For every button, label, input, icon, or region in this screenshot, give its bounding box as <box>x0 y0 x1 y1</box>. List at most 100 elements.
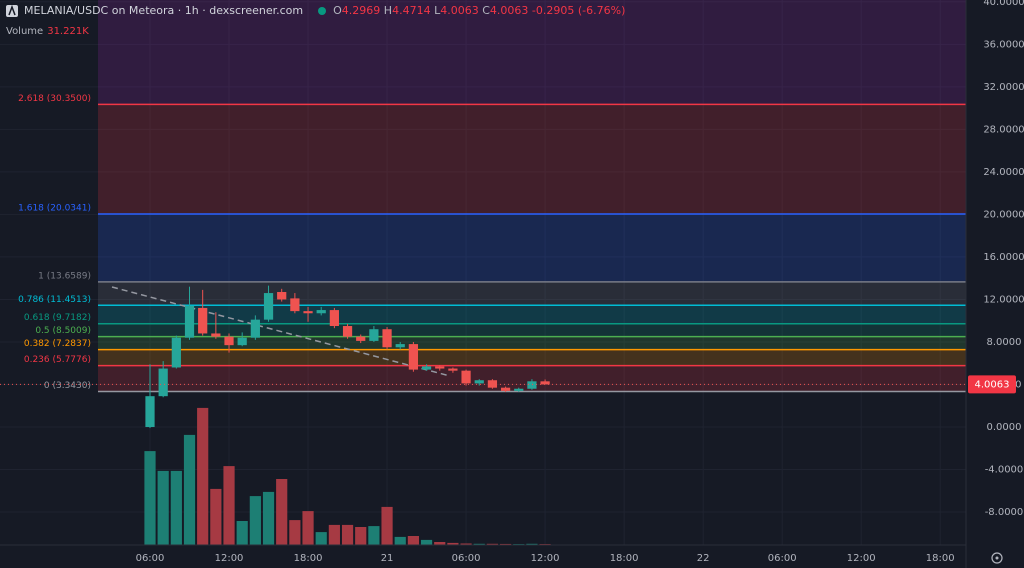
candle-body <box>237 337 247 346</box>
fib-label: 0 (3.3430) <box>44 381 91 391</box>
fib-band <box>98 323 966 337</box>
y-tick-label: 20.0000 <box>983 209 1024 220</box>
x-tick-label: 12:00 <box>847 553 876 564</box>
fib-band <box>98 104 966 215</box>
volume-last: 31.221K <box>47 26 89 37</box>
x-tick-label: 21 <box>381 553 394 564</box>
header: MELANIA/USDC on Meteora · 1h · dexscreen… <box>6 4 625 17</box>
volume-bar <box>249 496 261 545</box>
fib-label: 1 (13.6589) <box>38 271 91 281</box>
candle-body <box>211 333 221 337</box>
volume-bar <box>289 520 301 545</box>
price-axis-bg <box>966 0 1024 568</box>
volume-bar <box>473 543 485 545</box>
candle-body <box>448 368 458 371</box>
y-tick-label: -4.0000 <box>985 465 1024 476</box>
volume-bar <box>434 542 446 545</box>
volume-bar <box>262 491 275 545</box>
candle-body <box>435 366 445 369</box>
candle-body <box>250 319 260 338</box>
fib-band <box>98 336 966 350</box>
change: -0.2905 <box>531 4 575 17</box>
x-tick-label: 18:00 <box>926 553 955 564</box>
low-value: 4.0063 <box>440 4 479 17</box>
fib-label: 1.618 (20.0341) <box>18 204 91 214</box>
fib-band <box>98 281 966 306</box>
x-tick-label: 12:00 <box>215 553 244 564</box>
y-tick-label: 12.0000 <box>983 294 1024 305</box>
fib-band <box>98 349 966 366</box>
fib-band <box>98 0 966 105</box>
volume-bar <box>341 524 354 545</box>
volume-bar <box>328 524 340 545</box>
y-tick-label: 40.0000 <box>983 0 1024 8</box>
plot-bg <box>0 0 966 545</box>
volume-bar <box>499 543 512 545</box>
candle-body <box>277 292 287 300</box>
volume-bar <box>302 511 314 545</box>
volume-bar <box>223 466 235 545</box>
candle-body <box>527 381 537 389</box>
candle-body <box>382 329 392 348</box>
y-tick-label: -8.0000 <box>985 507 1024 518</box>
y-tick-label: 24.0000 <box>983 167 1024 178</box>
open-key: O <box>333 4 342 17</box>
x-tick-label: 18:00 <box>294 553 323 564</box>
volume-bar <box>381 506 393 545</box>
y-tick-label: 16.0000 <box>983 252 1024 263</box>
settings-icon[interactable] <box>991 552 1003 564</box>
candle-body <box>461 370 471 384</box>
x-tick-label: 06:00 <box>136 553 165 564</box>
volume-bar <box>170 470 182 545</box>
volume-bar <box>355 527 367 545</box>
last-price-box <box>968 375 1016 394</box>
volume-bar <box>526 543 538 545</box>
candle-body <box>395 344 405 348</box>
candle-body <box>171 337 181 368</box>
volume-legend: Volume 31.221K <box>6 26 89 37</box>
candle-body <box>316 310 326 314</box>
candle-body <box>408 344 419 370</box>
candle-body <box>329 310 339 327</box>
volume-bar <box>447 542 459 545</box>
volume-name: Volume <box>6 26 44 37</box>
volume-bar <box>394 536 406 545</box>
low-key: L <box>434 4 441 17</box>
x-tick-label: 06:00 <box>768 553 797 564</box>
trend-line <box>111 286 451 377</box>
candle-body <box>356 336 366 341</box>
title: MELANIA/USDC on Meteora · 1h · dexscreen… <box>24 4 304 17</box>
candle-body <box>342 326 353 337</box>
volume-bar <box>486 543 499 545</box>
change-percent: (-6.76%) <box>577 4 626 17</box>
status-dot <box>318 6 327 15</box>
settings-icon-dot <box>995 556 999 560</box>
candle-body <box>514 388 524 391</box>
open-value: 4.2969 <box>341 4 381 17</box>
volume-bar <box>276 479 288 545</box>
x-tick-label: 06:00 <box>452 553 481 564</box>
fib-label: 0.5 (8.5009) <box>35 326 91 336</box>
volume-bar <box>407 536 419 545</box>
high-key: H <box>383 4 393 17</box>
volume-bar <box>157 470 169 545</box>
candle-body <box>474 380 484 384</box>
candle-body <box>421 366 432 370</box>
y-tick-label: 0.0000 <box>987 422 1022 433</box>
x-tick-label: 22 <box>697 553 710 564</box>
volume-bar <box>144 451 156 545</box>
candle-body <box>184 305 195 338</box>
close-value: 4.0063 <box>489 4 529 17</box>
volume-bar <box>197 407 209 545</box>
candle-body <box>145 396 155 428</box>
volume-bar <box>420 539 433 545</box>
volume-bar <box>460 543 472 545</box>
volume-bar <box>236 521 248 545</box>
fib-label: 0.382 (7.2837) <box>24 339 91 349</box>
x-tick-label: 12:00 <box>531 553 560 564</box>
fib-retracement: 0 (3.3430) 0.236 (5.7776) 0.382 (7.2837) 0.… <box>18 0 966 393</box>
fib-band <box>98 214 966 282</box>
volume-bar <box>210 488 222 545</box>
